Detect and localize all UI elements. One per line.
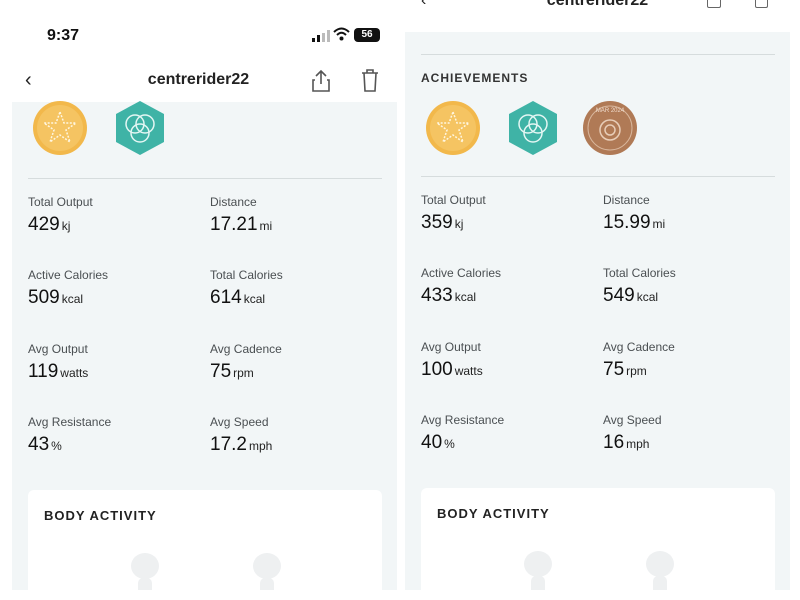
battery-icon: 56	[354, 28, 380, 42]
right-workout-screen: ‹ centrerider22 ACHIEVEMENTS MAR 2024 To…	[405, 0, 790, 590]
circles-badge-icon[interactable]	[112, 100, 168, 156]
metric-label: Avg Resistance	[421, 413, 505, 427]
status-time: 9:37	[47, 27, 80, 44]
metric-total-output: Total Output 429 kj	[28, 195, 208, 255]
metric-avg-cadence: Avg Cadence 75 rpm	[210, 342, 390, 402]
metric-value: 614 kcal	[210, 287, 266, 308]
metric-avg-cadence: Avg Cadence 75 rpm	[603, 340, 783, 400]
metric-label: Active Calories	[421, 266, 502, 280]
card-title: BODY ACTIVITY	[437, 506, 550, 521]
metric-label: Active Calories	[28, 268, 109, 282]
metric-value: 75 rpm	[603, 359, 647, 380]
metric-value: 359 kj	[421, 212, 464, 233]
metric-value: 43%	[28, 434, 62, 455]
metric-label: Avg Speed	[603, 413, 662, 427]
metric-value: 17.2 mph	[210, 434, 273, 455]
metric-active-calories: Active Calories 509 kcal	[28, 268, 208, 328]
share-icon[interactable]	[707, 0, 721, 8]
navigation-bar: ‹ centrerider22	[405, 0, 790, 32]
metric-label: Avg Cadence	[210, 342, 282, 356]
trash-icon[interactable]	[360, 68, 380, 93]
left-workout-screen: 9:37 56 ‹ centrerider22	[12, 0, 397, 590]
badge-text: MAR 2024	[595, 108, 625, 114]
metric-value: 119 watts	[28, 361, 89, 382]
body-front-icon	[524, 551, 552, 590]
metric-label: Avg Resistance	[28, 415, 112, 429]
card-title: BODY ACTIVITY	[44, 508, 157, 523]
page-title: centrerider22	[147, 71, 250, 88]
metric-total-output: Total Output 359 kj	[421, 193, 601, 253]
body-back-icon	[646, 551, 674, 590]
metric-value: 549 kcal	[603, 285, 659, 306]
cropped-text-fragment	[425, 32, 565, 38]
star-badge-icon[interactable]	[425, 100, 481, 156]
metric-avg-speed: Avg Speed 17.2 mph	[210, 415, 390, 475]
metric-value: 15.99 mi	[603, 212, 666, 233]
metric-label: Distance	[210, 195, 257, 209]
body-activity-card[interactable]: BODY ACTIVITY	[28, 490, 382, 590]
metric-avg-speed: Avg Speed 16 mph	[603, 413, 783, 473]
metric-label: Total Output	[28, 195, 93, 209]
metric-value: 17.21 mi	[210, 214, 273, 235]
metric-value: 16 mph	[603, 432, 650, 453]
body-front-icon	[131, 553, 159, 590]
achievements-title: ACHIEVEMENTS	[421, 71, 529, 85]
monthly-challenge-badge-icon[interactable]: MAR 2024	[582, 100, 638, 156]
metric-label: Avg Speed	[210, 415, 269, 429]
metric-label: Avg Cadence	[603, 340, 675, 354]
star-badge-icon[interactable]	[32, 100, 88, 156]
page-title: centrerider22	[546, 0, 649, 9]
cellular-signal-icon	[312, 30, 330, 42]
circles-badge-icon[interactable]	[505, 100, 561, 156]
metric-value: 100 watts	[421, 359, 483, 380]
metric-avg-output: Avg Output 100 watts	[421, 340, 601, 400]
metric-label: Avg Output	[421, 340, 481, 354]
metric-value: 433 kcal	[421, 285, 477, 306]
metric-active-calories: Active Calories 433 kcal	[421, 266, 601, 326]
metric-avg-resistance: Avg Resistance 43%	[28, 415, 208, 475]
metric-value: 429 kj	[28, 214, 71, 235]
metric-distance: Distance 17.21 mi	[210, 195, 390, 255]
divider	[28, 178, 382, 179]
share-icon[interactable]	[311, 69, 331, 93]
trash-icon[interactable]	[755, 0, 768, 8]
metric-label: Avg Output	[28, 342, 88, 356]
navigation-bar: ‹ centrerider22	[12, 60, 397, 102]
metric-avg-output: Avg Output 119 watts	[28, 342, 208, 402]
metric-label: Total Output	[421, 193, 486, 207]
chevron-left-icon[interactable]: ‹	[25, 69, 32, 91]
metric-label: Distance	[603, 193, 650, 207]
metric-total-calories: Total Calories 614 kcal	[210, 268, 390, 328]
wifi-icon	[333, 27, 350, 41]
chevron-left-icon[interactable]: ‹	[421, 0, 427, 9]
divider	[421, 54, 775, 55]
divider	[421, 176, 775, 177]
metric-value: 40%	[421, 432, 455, 453]
metric-total-calories: Total Calories 549 kcal	[603, 266, 783, 326]
metric-distance: Distance 15.99 mi	[603, 193, 783, 253]
metric-value: 75 rpm	[210, 361, 254, 382]
status-bar: 9:37 56	[12, 0, 397, 60]
body-activity-card[interactable]: BODY ACTIVITY	[421, 488, 775, 590]
metric-value: 509 kcal	[28, 287, 84, 308]
metric-label: Total Calories	[603, 266, 676, 280]
metric-label: Total Calories	[210, 268, 283, 282]
metric-avg-resistance: Avg Resistance 40%	[421, 413, 601, 473]
body-back-icon	[253, 553, 281, 590]
